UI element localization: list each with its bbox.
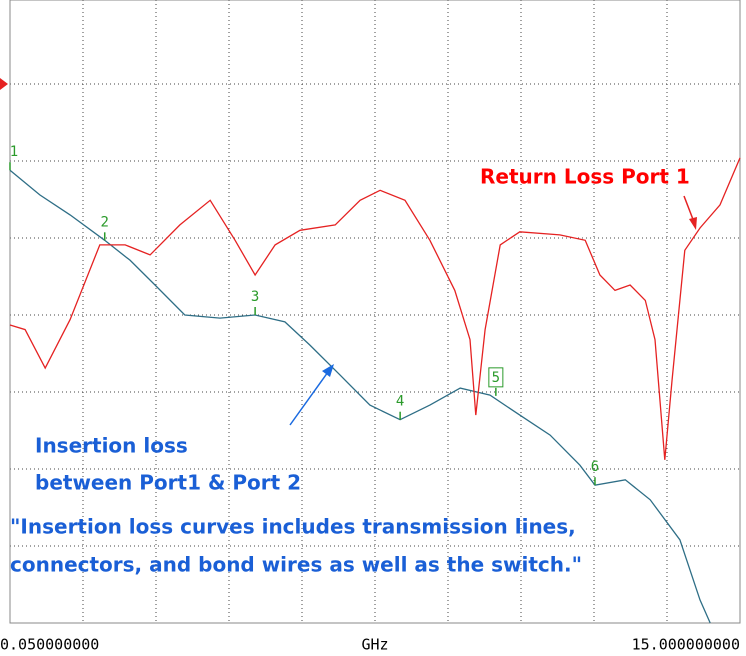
- grid: [10, 0, 740, 623]
- annotation: "Insertion loss curves includes transmis…: [10, 515, 576, 539]
- arrow-head: [322, 364, 334, 377]
- marker-label: 2: [101, 214, 109, 230]
- arrow: [683, 195, 695, 223]
- annotation: connectors, and bond wires as well as th…: [10, 553, 582, 577]
- x-tick-label: 15.000000000: [632, 636, 740, 654]
- plot-frame: [9, 0, 741, 624]
- arrow-head: [689, 217, 697, 230]
- annotation: Return Loss Port 1: [480, 165, 690, 189]
- data-line: [9, 157, 741, 460]
- arrow: [289, 371, 329, 426]
- plot-area: 1 2 3 4 5 6: [9, 144, 741, 624]
- x-axis-label: GHz: [361, 636, 388, 654]
- marker-label: 4: [396, 394, 404, 410]
- annotation: between Port1 & Port 2: [35, 471, 301, 495]
- x-tick-label: 0.050000000: [0, 636, 99, 654]
- reference-marker: [0, 78, 8, 90]
- marker-label: 3: [251, 289, 259, 305]
- marker-label: 6: [591, 459, 599, 475]
- annotation: Insertion loss: [35, 434, 188, 458]
- marker-label: 5: [492, 370, 500, 386]
- marker-label: 1: [10, 144, 18, 160]
- data-line: [9, 169, 711, 624]
- marker-box: [488, 367, 504, 388]
